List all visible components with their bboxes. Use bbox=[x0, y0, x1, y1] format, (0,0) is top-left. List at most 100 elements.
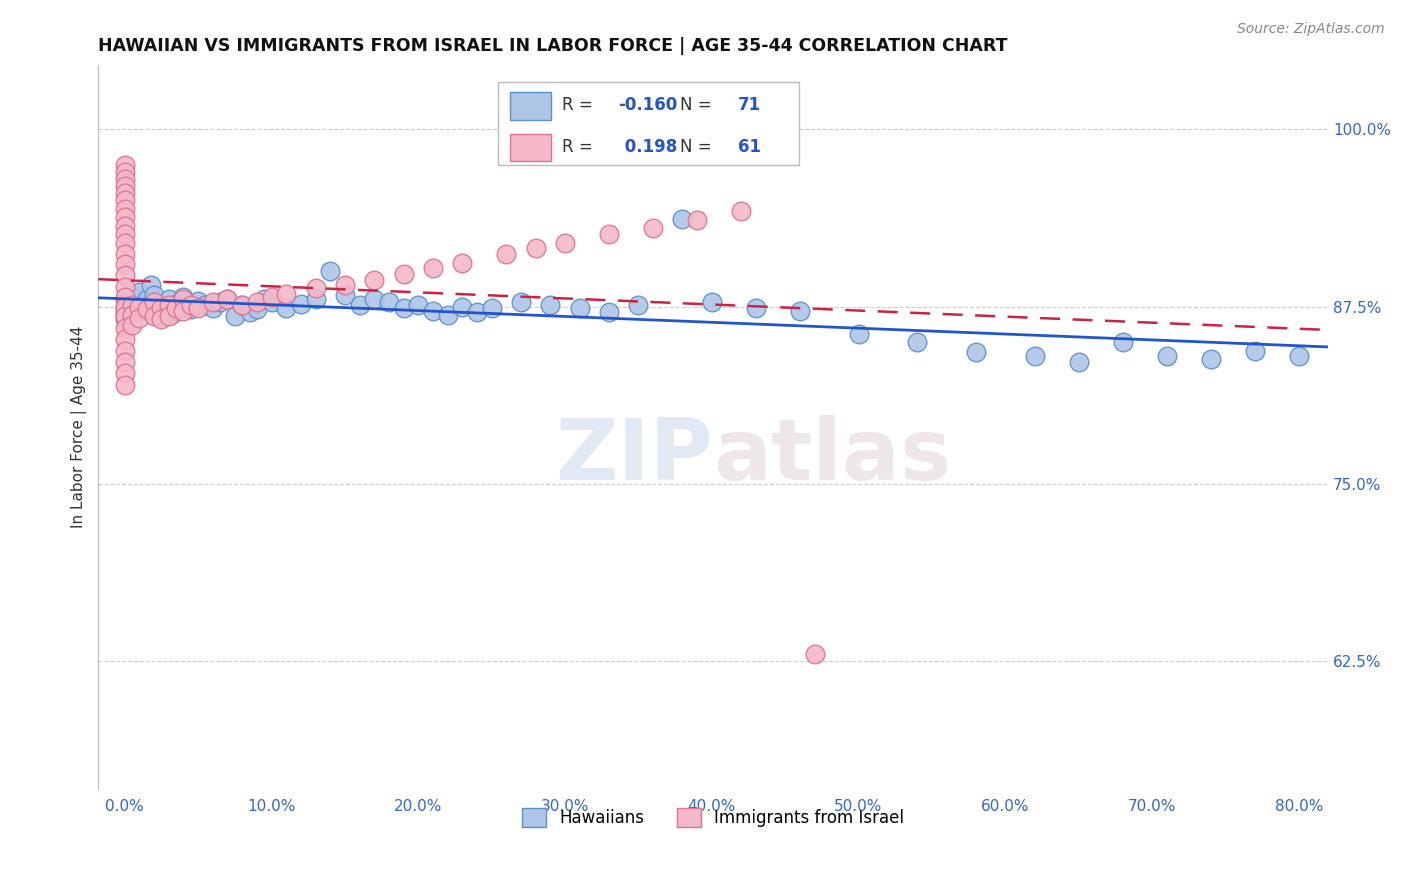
Point bbox=[114, 366, 136, 380]
Point bbox=[745, 301, 768, 315]
Point bbox=[422, 303, 444, 318]
Point bbox=[121, 308, 143, 322]
Point bbox=[114, 219, 136, 233]
Point bbox=[121, 318, 143, 332]
Text: R =: R = bbox=[562, 96, 598, 114]
Point bbox=[451, 255, 474, 269]
Text: 0.198: 0.198 bbox=[619, 137, 676, 156]
Point bbox=[524, 241, 547, 255]
Point bbox=[246, 295, 269, 310]
Point bbox=[1111, 334, 1133, 349]
Point bbox=[700, 295, 723, 310]
Point bbox=[114, 343, 136, 358]
Point bbox=[150, 301, 173, 315]
Point bbox=[495, 247, 517, 261]
Text: 71: 71 bbox=[738, 96, 761, 114]
Point bbox=[363, 293, 385, 307]
Point bbox=[276, 286, 298, 301]
Point bbox=[114, 178, 136, 193]
Point bbox=[304, 281, 326, 295]
Text: Source: ZipAtlas.com: Source: ZipAtlas.com bbox=[1237, 22, 1385, 37]
Point bbox=[217, 293, 239, 307]
Point bbox=[1067, 355, 1090, 369]
Point bbox=[114, 157, 136, 171]
Point bbox=[114, 308, 136, 322]
Point bbox=[187, 293, 209, 308]
Point bbox=[180, 298, 202, 312]
Text: HAWAIIAN VS IMMIGRANTS FROM ISRAEL IN LABOR FORCE | AGE 35-44 CORRELATION CHART: HAWAIIAN VS IMMIGRANTS FROM ISRAEL IN LA… bbox=[98, 37, 1008, 55]
Point bbox=[121, 298, 143, 312]
Point bbox=[276, 301, 298, 315]
Point bbox=[481, 301, 503, 315]
Point bbox=[217, 293, 239, 307]
FancyBboxPatch shape bbox=[510, 92, 551, 120]
Point bbox=[641, 221, 664, 235]
Point bbox=[135, 293, 157, 307]
Text: ZIP: ZIP bbox=[555, 415, 713, 498]
Point bbox=[238, 305, 260, 319]
Point bbox=[143, 310, 166, 324]
Point bbox=[789, 303, 811, 318]
Point bbox=[114, 300, 136, 314]
Point bbox=[114, 321, 136, 335]
Point bbox=[392, 267, 415, 281]
Point bbox=[304, 293, 326, 307]
Point bbox=[114, 293, 136, 307]
Point bbox=[114, 164, 136, 178]
Point bbox=[143, 305, 166, 319]
Point bbox=[128, 310, 150, 325]
Point bbox=[114, 171, 136, 186]
Point bbox=[598, 305, 620, 319]
Point bbox=[627, 298, 650, 312]
Point bbox=[392, 301, 415, 315]
Point bbox=[671, 211, 693, 226]
Point bbox=[246, 302, 269, 317]
Point bbox=[1288, 349, 1310, 363]
Point bbox=[510, 295, 533, 310]
Point bbox=[905, 334, 928, 349]
Point bbox=[260, 290, 283, 304]
Point bbox=[231, 298, 253, 312]
Point bbox=[554, 235, 576, 250]
Point bbox=[201, 295, 224, 310]
Point bbox=[187, 301, 209, 315]
Point bbox=[378, 295, 401, 310]
Point bbox=[114, 210, 136, 224]
Point bbox=[290, 296, 312, 310]
Point bbox=[538, 298, 561, 312]
Text: -0.160: -0.160 bbox=[619, 96, 678, 114]
Point bbox=[114, 227, 136, 241]
Text: N =: N = bbox=[681, 137, 717, 156]
Point bbox=[436, 308, 458, 322]
Point bbox=[114, 202, 136, 216]
Point bbox=[598, 227, 620, 241]
Point bbox=[135, 303, 157, 318]
Point bbox=[406, 298, 429, 312]
Point bbox=[1243, 343, 1265, 358]
Point bbox=[201, 301, 224, 315]
FancyBboxPatch shape bbox=[510, 134, 551, 161]
Point bbox=[1199, 352, 1222, 367]
Point bbox=[131, 298, 153, 312]
Point bbox=[465, 305, 488, 319]
Point bbox=[160, 307, 183, 321]
Point bbox=[231, 298, 253, 312]
Point bbox=[157, 298, 180, 312]
Point bbox=[157, 310, 180, 324]
Point bbox=[141, 278, 163, 293]
Point bbox=[114, 193, 136, 207]
Point bbox=[422, 261, 444, 276]
Point bbox=[114, 257, 136, 271]
Point bbox=[686, 213, 709, 227]
Point bbox=[150, 298, 173, 312]
Point bbox=[143, 288, 166, 302]
Point bbox=[165, 296, 187, 310]
Point bbox=[172, 300, 194, 314]
Point bbox=[224, 310, 246, 324]
Point bbox=[730, 204, 752, 219]
Point bbox=[114, 300, 136, 314]
Point bbox=[363, 272, 385, 286]
Point bbox=[128, 301, 150, 315]
Point bbox=[1156, 349, 1178, 363]
Y-axis label: In Labor Force | Age 35-44: In Labor Force | Age 35-44 bbox=[72, 326, 87, 528]
